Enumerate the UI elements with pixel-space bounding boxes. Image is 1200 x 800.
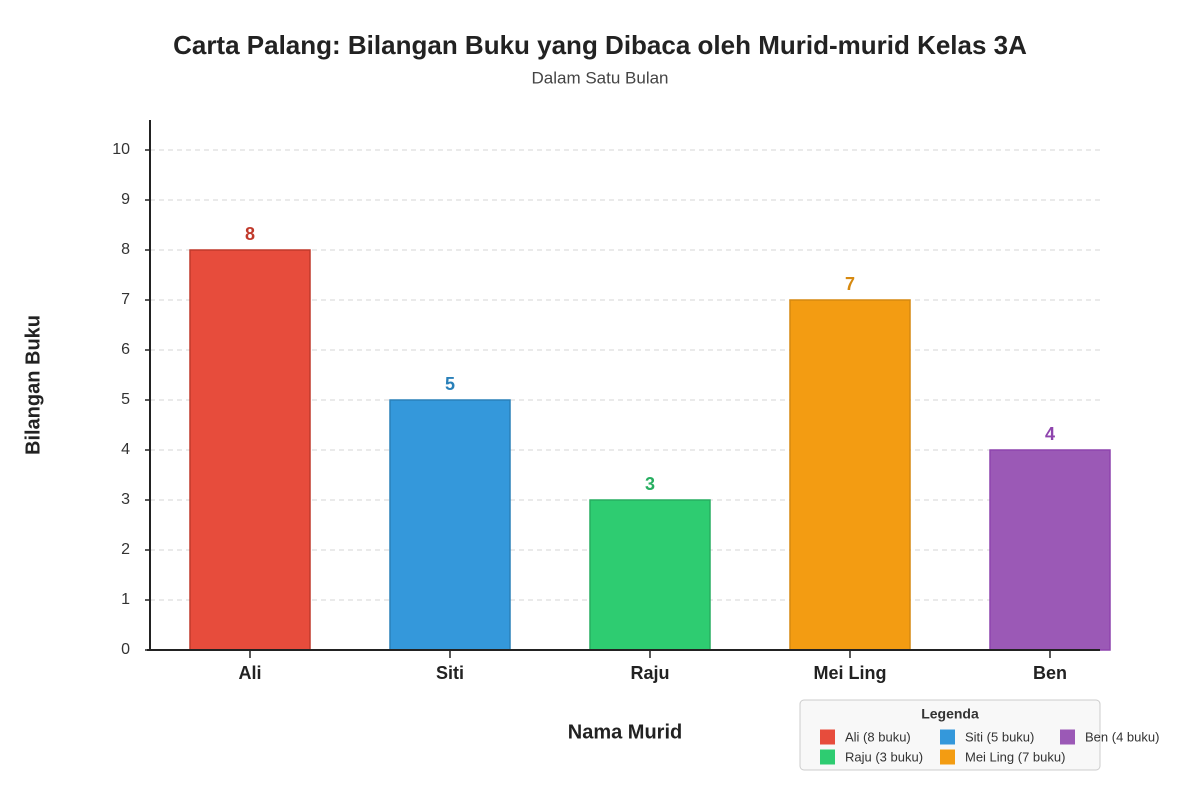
chart-title: Carta Palang: Bilangan Buku yang Dibaca …: [173, 30, 1027, 60]
y-tick-label: 6: [121, 341, 130, 358]
y-tick-label: 10: [112, 141, 130, 158]
x-tick-label: Mei Ling: [814, 663, 887, 683]
legend-label: Ben (4 buku): [1085, 729, 1159, 744]
bar: [589, 499, 711, 651]
y-tick-label: 3: [121, 491, 130, 508]
chart-subtitle: Dalam Satu Bulan: [531, 68, 668, 87]
y-tick-label: 1: [121, 591, 130, 608]
legend-label: Ali (8 buku): [845, 729, 911, 744]
legend-label: Raju (3 buku): [845, 749, 923, 764]
x-tick-label: Ben: [1033, 663, 1067, 683]
x-tick-label: Raju: [630, 663, 669, 683]
x-tick-label: Ali: [238, 663, 261, 683]
legend-label: Mei Ling (7 buku): [965, 749, 1065, 764]
legend-swatch: [820, 729, 835, 745]
x-tick-label: Siti: [436, 663, 464, 683]
y-tick-label: 7: [121, 291, 130, 308]
y-tick-label: 2: [121, 541, 130, 558]
bar: [189, 249, 311, 651]
y-tick-label: 4: [121, 441, 130, 458]
y-axis-label: Bilangan Buku: [22, 315, 44, 455]
legend-swatch: [820, 749, 835, 765]
y-tick-label: 9: [121, 191, 130, 208]
y-tick-label: 0: [121, 641, 130, 658]
value-label: 4: [1045, 424, 1055, 444]
value-label: 7: [845, 274, 855, 294]
legend-label: Siti (5 buku): [965, 729, 1034, 744]
value-label: 5: [445, 374, 455, 394]
bar: [789, 299, 911, 651]
y-tick-label: 5: [121, 391, 130, 408]
legend-title: Legenda: [921, 706, 979, 722]
bar: [389, 399, 511, 651]
value-label: 3: [645, 474, 655, 494]
bar: [989, 449, 1111, 651]
value-label: 8: [245, 224, 255, 244]
legend-swatch: [1060, 729, 1075, 745]
y-tick-label: 8: [121, 241, 130, 258]
legend-swatch: [940, 729, 955, 745]
legend-swatch: [940, 749, 955, 765]
x-axis-label: Nama Murid: [568, 721, 682, 743]
